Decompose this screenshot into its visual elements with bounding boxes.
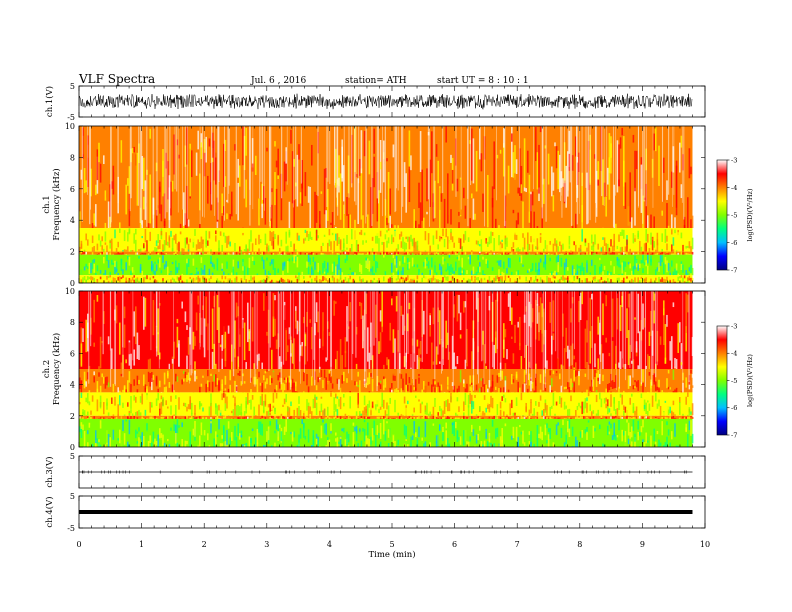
date-label: Jul. 6 , 2016 xyxy=(250,76,306,86)
ch2-spectrogram-ytick-label: 4 xyxy=(70,381,75,390)
ch1-spectrogram-ytick-label: 8 xyxy=(70,153,75,162)
time-tick-label: 7 xyxy=(515,540,520,549)
ch1-spectrogram-band xyxy=(79,275,693,283)
ch2-colorbar-tick: -4 xyxy=(731,350,737,358)
ch2-spectrogram-ylabel: ch.2Frequency (kHz) xyxy=(42,333,62,405)
ch4-waveform-panel: 5 -5 ch.4(V) xyxy=(44,492,706,533)
ch2-spectrogram-ytick-label: 10 xyxy=(65,287,75,296)
ch1-colorbar-label: log(PSD)(V²/Hz) xyxy=(746,188,754,241)
ch1-spectrogram-ytick-label: 4 xyxy=(70,216,75,225)
ch1-colorbar-tick: -6 xyxy=(731,239,737,247)
ch3-waveform-ytick-label: 5 xyxy=(70,452,75,461)
ch2-spectrogram-panel: 0 2 4 6 8 10 ch.2Frequency (kHz) xyxy=(42,287,706,452)
ch3-waveform-panel: 5 ch.3(V) xyxy=(44,452,706,489)
ch2-colorbar-scale xyxy=(716,325,728,436)
start-time-label: start UT = 8 : 10 : 1 xyxy=(437,76,529,86)
ch4-waveform-ytick-label: -5 xyxy=(67,524,75,533)
ch4-waveform-ylabel: ch.4(V) xyxy=(44,496,55,527)
ch1-waveform-ytick-label: -5 xyxy=(67,113,75,122)
ch2-colorbar-tick: -7 xyxy=(731,431,737,439)
time-tick-label: 9 xyxy=(640,540,645,549)
time-tick-label: 5 xyxy=(389,540,394,549)
ch2-colorbar-tick: -6 xyxy=(731,404,737,412)
ch2-spectrogram-ytick-label: 0 xyxy=(70,443,75,452)
time-tick-label: 10 xyxy=(700,540,710,549)
ch1-colorbar-tick: -7 xyxy=(731,266,737,274)
ch2-colorbar-tick: -3 xyxy=(731,322,737,330)
ch2-spectrogram-ytick-label: 8 xyxy=(70,318,75,327)
ch1-waveform-ylabel: ch.1(V) xyxy=(44,86,55,117)
time-tick-label: 2 xyxy=(202,540,207,549)
time-tick-label: 4 xyxy=(327,540,332,549)
ch1-waveform-ytick-label: 5 xyxy=(70,82,75,91)
time-tick-label: 3 xyxy=(264,540,269,549)
ch1-spectrogram-ytick-label: 6 xyxy=(70,185,75,194)
ch1-colorbar-tick: -5 xyxy=(731,211,737,219)
ch1-spectrogram-ytick-label: 0 xyxy=(70,279,75,288)
ch2-spectrogram-band xyxy=(79,415,693,419)
ch2-colorbar-tick: -5 xyxy=(731,377,737,385)
ch2-colorbar: -3 -4 -5 -6 -7 log(PSD)(V²/Hz) xyxy=(716,322,754,439)
ch1-colorbar-tick: -4 xyxy=(731,184,737,192)
ch1-waveform-panel: 5 -5 ch.1(V) xyxy=(44,82,706,122)
time-tick-label: 1 xyxy=(139,540,144,549)
ch1-spectrogram-ytick-label: 10 xyxy=(65,122,75,131)
ch1-spectrogram-ylabel: ch.1Frequency (kHz) xyxy=(42,168,62,240)
ch1-waveform-trace xyxy=(78,92,693,111)
ch2-colorbar-label: log(PSD)(V²/Hz) xyxy=(746,354,754,407)
time-tick-label: 0 xyxy=(76,540,81,549)
time-axis-label: Time (min) xyxy=(368,549,415,560)
ch1-spectrogram-panel: 0 2 4 6 8 10 ch.1Frequency (kHz) xyxy=(42,122,706,288)
station-label: station= ATH xyxy=(345,76,407,86)
ch1-colorbar-scale xyxy=(716,159,728,271)
ch1-colorbar: -3 -4 -5 -6 -7 log(PSD)(V²/Hz) xyxy=(716,156,754,274)
ch1-colorbar-tick: -3 xyxy=(731,156,737,164)
time-tick-label: 6 xyxy=(452,540,457,549)
figure-title: VLF Spectra xyxy=(78,72,155,86)
ch2-spectrogram-ytick-label: 6 xyxy=(70,349,75,358)
time-axis: 0 1 2 3 4 5 6 7 8 9 10 xyxy=(76,540,710,549)
ch1-spectrogram-ytick-label: 2 xyxy=(70,248,75,257)
ch4-waveform-ytick-label: 5 xyxy=(70,492,75,501)
time-tick-label: 8 xyxy=(577,540,582,549)
ch2-spectrogram-ytick-label: 2 xyxy=(70,412,75,421)
ch3-waveform-ylabel: ch.3(V) xyxy=(44,456,55,487)
